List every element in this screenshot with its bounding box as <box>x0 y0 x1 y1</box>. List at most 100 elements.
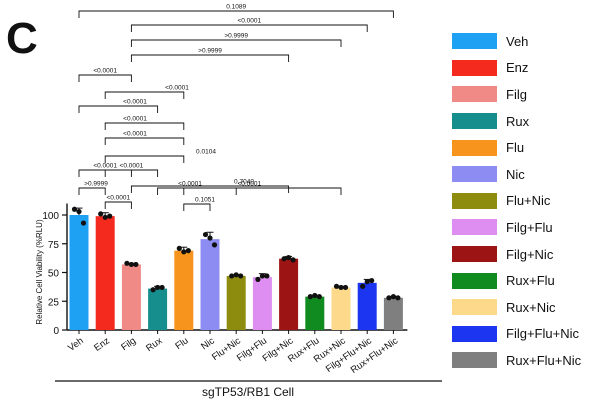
bar <box>200 239 220 330</box>
bar <box>148 288 168 330</box>
legend-swatch <box>452 352 497 369</box>
comparison-bracket <box>78 10 394 18</box>
legend-swatch <box>452 219 497 236</box>
p-value-label: <0.0001 <box>123 131 147 138</box>
data-point <box>107 213 113 219</box>
data-point <box>286 254 292 261</box>
data-point <box>155 284 161 291</box>
comparison-bracket <box>183 187 237 195</box>
comparison-bracket <box>78 74 132 82</box>
p-value-label: <0.0001 <box>165 85 189 92</box>
data-point <box>307 294 313 300</box>
x-tick-label: Enz <box>92 335 112 354</box>
x-axis-label: sgTP53/RB1 Cell <box>202 385 294 399</box>
y-tick-label: 25 <box>48 297 60 308</box>
bar <box>279 258 299 330</box>
p-value-label: 0.0104 <box>196 149 216 156</box>
bar <box>95 216 115 330</box>
data-point <box>238 273 244 279</box>
y-tick-label: 0 <box>53 326 59 337</box>
data-point <box>316 294 322 300</box>
x-tick-label: Filg <box>119 335 138 353</box>
legend-item: Enz <box>452 55 598 82</box>
legend-label: Filg+Flu <box>506 219 553 235</box>
p-value-label: >0.9999 <box>198 48 222 55</box>
data-point <box>342 284 349 291</box>
legend-item: Flu <box>452 134 598 161</box>
data-point <box>159 284 165 291</box>
data-point <box>338 284 344 291</box>
comparison-bracket <box>157 187 342 195</box>
legend-item: Filg+Nic <box>452 241 598 268</box>
data-point <box>102 214 108 220</box>
legend-item: Rux+Flu <box>452 267 598 294</box>
chart-legend: Veh Enz Filg Rux Flu Nic Flu+Nic Filg+Flu Filg+N… <box>452 28 598 374</box>
legend-item: Veh <box>452 28 598 55</box>
comparison-bracket <box>183 203 211 211</box>
comparison-bracket <box>130 54 290 62</box>
data-point <box>98 211 104 217</box>
data-point <box>395 295 401 301</box>
legend-label: Rux <box>506 113 530 129</box>
bar <box>121 264 141 330</box>
data-point <box>185 248 191 254</box>
data-point <box>255 276 261 282</box>
data-point <box>233 272 239 278</box>
data-point <box>229 273 235 279</box>
data-point <box>80 220 87 226</box>
legend-swatch <box>452 33 497 50</box>
data-point <box>386 295 392 301</box>
x-tick-label: Nic <box>199 335 217 352</box>
legend-swatch <box>452 192 497 209</box>
bar <box>69 215 89 330</box>
legend-swatch <box>452 59 497 76</box>
bar <box>331 287 351 330</box>
data-point <box>264 273 270 279</box>
x-tick-label: Veh <box>66 335 86 353</box>
data-point <box>259 273 265 279</box>
legend-item: Flu+Nic <box>452 188 598 215</box>
legend-label: Veh <box>506 33 529 49</box>
data-point <box>312 292 318 299</box>
y-axis-label: Relative Cell Viability (%RLU) <box>35 219 44 325</box>
data-point <box>290 257 296 263</box>
p-value-label: <0.0001 <box>123 116 147 123</box>
comparison-bracket <box>78 105 159 113</box>
data-point <box>150 287 156 293</box>
comparison-bracket <box>130 185 290 193</box>
p-value-label: >0.9999 <box>84 181 108 188</box>
legend-label: Rux+Flu+Nic <box>506 352 582 368</box>
bar <box>357 282 377 330</box>
bar <box>226 275 246 330</box>
p-value-label: <0.0001 <box>237 181 261 188</box>
data-point <box>71 206 78 212</box>
p-value-label: <0.0001 <box>106 195 130 202</box>
legend-label: Filg+Nic <box>506 246 554 262</box>
bar <box>383 297 403 330</box>
y-tick-label: 75 <box>48 240 60 251</box>
legend-label: Rux+Flu <box>506 273 555 289</box>
comparison-bracket <box>104 155 185 163</box>
data-point <box>133 261 139 268</box>
y-tick-label: 100 <box>42 211 59 222</box>
bar <box>305 296 325 330</box>
y-tick-label: 50 <box>48 269 60 280</box>
comparison-bracket <box>104 201 132 209</box>
legend-swatch <box>452 113 497 130</box>
p-value-label: <0.0001 <box>120 163 144 170</box>
data-point <box>369 277 375 284</box>
p-value-label: 0.1089 <box>226 4 246 11</box>
data-point <box>281 256 287 262</box>
comparison-bracket <box>104 91 185 99</box>
data-point <box>333 283 340 289</box>
data-point <box>128 261 134 268</box>
legend-label: Filg <box>506 86 527 102</box>
p-value-label: <0.0001 <box>237 18 261 25</box>
legend-item: Rux+Flu+Nic <box>452 347 598 374</box>
comparison-bracket <box>130 39 342 47</box>
legend-label: Flu <box>506 140 525 156</box>
legend-swatch <box>452 299 497 316</box>
legend-label: Filg+Flu+Nic <box>506 326 579 342</box>
bar <box>252 277 272 330</box>
legend-label: Nic <box>506 166 525 182</box>
